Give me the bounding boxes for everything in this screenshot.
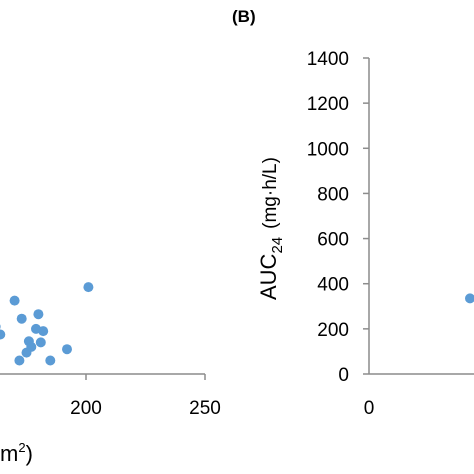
panel-b-y-tick-label: 0 [338, 365, 349, 386]
panel-b-y-tick-label: 800 [317, 184, 349, 205]
panel-a-x-tick-label-250: 250 [189, 398, 221, 419]
panel-a-x-tick-label-200: 200 [70, 398, 102, 419]
panel-a-points [0, 282, 94, 366]
panel-b-y-axis-title-main: AUC [256, 253, 281, 300]
panel-b-x-tick-label-0: 0 [364, 398, 375, 419]
panel-a-data-point [38, 326, 49, 337]
panel-a-data-point [9, 295, 20, 306]
panel-a: 200 250 m2) [0, 282, 221, 466]
panel-b-y-axis-title-units: (mg·h/L) [260, 157, 281, 229]
panel-b-y-ticks: 0 200 400 600 800 1000 1200 1400 [307, 49, 369, 386]
panel-a-data-point [14, 355, 25, 366]
panel-a-data-point [62, 344, 72, 355]
panel-a-data-point [16, 313, 27, 324]
panel-b-y-tick-label: 400 [317, 275, 349, 296]
panel-a-data-point [45, 355, 56, 366]
panel-b: (B) 0 200 400 600 800 1000 1200 1400 0 AUC24 (mg… [232, 7, 474, 419]
panel-b-label: (B) [232, 7, 256, 26]
panel-a-x-axis-title-unit: m [0, 441, 18, 466]
panel-b-y-axis-title: AUC24 (mg·h/L) [256, 157, 286, 300]
panel-a-data-point [33, 309, 44, 320]
panel-b-y-axis-title-sub: 24 [269, 237, 286, 254]
panel-a-data-point [83, 282, 94, 293]
panel-b-y-tick-label: 1400 [307, 49, 349, 70]
panel-a-x-axis-title-close: ) [26, 441, 33, 466]
panel-a-data-point [0, 324, 1, 329]
panel-a-data-point [26, 341, 37, 352]
panel-b-y-tick-label: 600 [317, 230, 349, 251]
panel-b-points [465, 293, 474, 304]
panel-b-y-tick-label: 200 [317, 320, 349, 341]
panel-b-y-tick-label: 1200 [307, 94, 349, 115]
panel-a-data-point [35, 337, 46, 348]
panel-b-y-tick-label: 1000 [307, 139, 349, 160]
panel-b-data-point [465, 293, 474, 304]
panel-a-data-point [0, 329, 6, 340]
panel-a-x-axis-title-superscript: 2 [18, 440, 25, 455]
panel-a-x-axis-title: m2) [0, 440, 33, 466]
